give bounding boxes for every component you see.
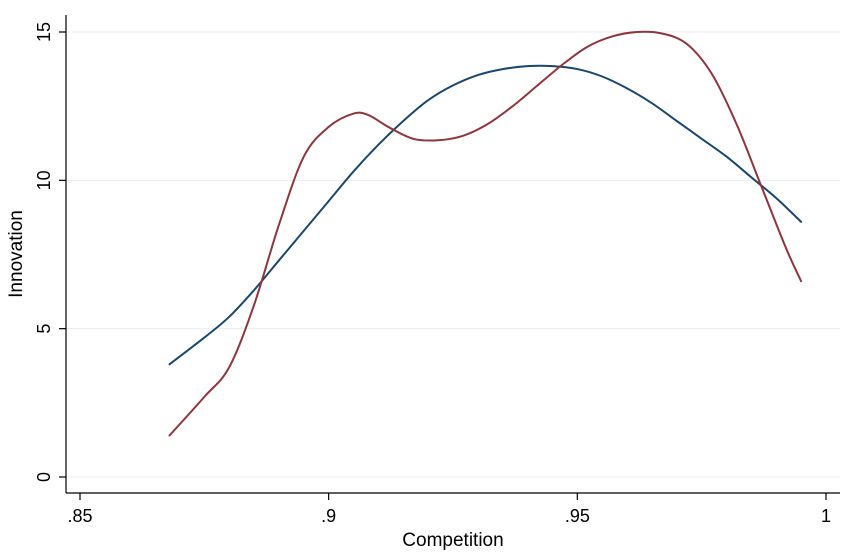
y-tick-label: 0 (34, 472, 54, 482)
ticks: 0 5 10 15 .85 .9 .95 1 (34, 22, 831, 526)
axes (65, 15, 840, 494)
y-tick-label: 15 (34, 22, 54, 42)
series-line-2 (168, 30, 803, 437)
y-tick-label: 5 (34, 324, 54, 334)
y-axis-title: Innovation (6, 210, 27, 298)
y-tick-label: 10 (34, 170, 54, 190)
grid-lines (66, 31, 840, 478)
x-axis-title: Competition (402, 530, 503, 551)
x-tick-label: .9 (321, 506, 336, 526)
series (168, 30, 803, 437)
x-tick-label: .85 (67, 506, 92, 526)
series-line-1 (168, 64, 803, 366)
x-tick-label: .95 (565, 506, 590, 526)
x-tick-label: 1 (821, 506, 831, 526)
